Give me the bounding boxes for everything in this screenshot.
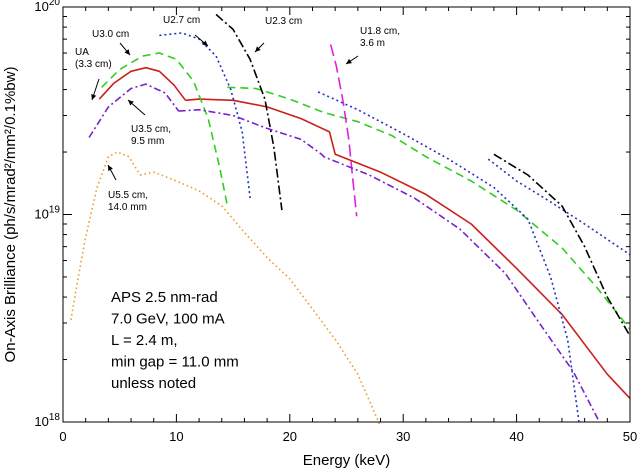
- annotation-label: U3.5 cm, 9.5 mm: [131, 124, 171, 147]
- series-1-segment-1: [227, 86, 631, 330]
- x-tick-label: 0: [59, 429, 66, 444]
- x-tick-label: 30: [396, 429, 410, 444]
- series-2: [159, 32, 631, 423]
- series-3: [215, 13, 631, 337]
- annotation-2: U2.7 cm: [163, 15, 209, 47]
- annotation-label: U2.7 cm: [163, 15, 200, 26]
- annotation-arrowhead: [255, 46, 261, 52]
- x-tick-label: 20: [283, 429, 297, 444]
- annotation-1: U3.0 cm: [92, 29, 131, 56]
- annotation-5: U3.5 cm, 9.5 mm: [127, 99, 171, 147]
- series-5: [88, 83, 601, 423]
- y-axis-label: On-Axis Brilliance (ph/s/mrad²/mm²/0.1%b…: [2, 67, 19, 363]
- series-0: [98, 66, 631, 399]
- series-6: [70, 151, 382, 427]
- annotation-4: U1.8 cm, 3.6 m: [345, 26, 400, 65]
- y-tick-label: 1019: [34, 205, 60, 222]
- x-tick-label: 50: [623, 429, 637, 444]
- series-2-segment-2: [487, 158, 631, 256]
- series-4-segment-0: [329, 44, 358, 217]
- annotation-arrowhead: [91, 94, 97, 100]
- annotation-arrowhead: [128, 100, 134, 106]
- annotation-label: U1.8 cm, 3.6 m: [360, 26, 400, 49]
- series-2-segment-0: [159, 32, 251, 199]
- y-tick-label: 1020: [34, 0, 60, 14]
- annotation-6: U5.5 cm, 14.0 mm: [107, 164, 148, 213]
- series-4: [329, 44, 358, 217]
- chart-note: APS 2.5 nm-rad 7.0 GeV, 100 mA L = 2.4 m, m…: [111, 289, 239, 392]
- annotation-label: U5.5 cm, 14.0 mm: [108, 190, 148, 213]
- plot-series-group: [70, 13, 631, 427]
- annotation-arrowhead: [108, 165, 113, 171]
- series-2-segment-1: [317, 91, 580, 423]
- series-6-segment-1: [139, 171, 382, 427]
- series-5-segment-0: [88, 83, 180, 138]
- series-3-segment-1: [493, 153, 631, 337]
- x-tick-label: 10: [169, 429, 183, 444]
- annotation-label: U2.3 cm: [265, 16, 302, 27]
- y-tick-label: 1018: [34, 412, 60, 429]
- annotation-label: U3.0 cm: [92, 29, 129, 40]
- x-tick-label: 40: [509, 429, 523, 444]
- annotation-0: UA (3.3 cm): [75, 47, 112, 101]
- annotation-3: U2.3 cm: [254, 16, 302, 53]
- annotation-arrowhead: [346, 58, 352, 64]
- annotation-arrowhead: [202, 40, 208, 46]
- series-3-segment-0: [215, 13, 283, 211]
- annotation-label: UA (3.3 cm): [75, 47, 112, 70]
- series-5-segment-1: [178, 108, 601, 423]
- series-1: [101, 52, 631, 330]
- annotation-group: UA (3.3 cm) U3.0 cm U2.7 cm U2.3 cm U1.8 cm, 3…: [75, 15, 400, 213]
- x-axis-label: Energy (keV): [303, 452, 391, 469]
- series-0-segment-0: [98, 66, 187, 101]
- annotation-arrowhead: [124, 49, 130, 55]
- series-0-segment-1: [185, 98, 631, 399]
- series-1-segment-0: [101, 52, 229, 207]
- axis-ticks: [62, 6, 631, 423]
